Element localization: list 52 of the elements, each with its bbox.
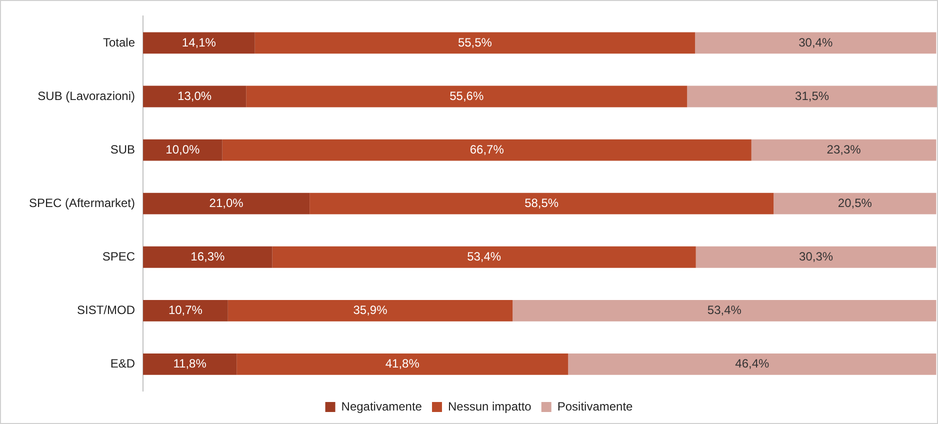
y-tick-label: SUB (Lavorazioni)	[38, 88, 136, 103]
data-label: 41,8%	[385, 356, 420, 371]
bar	[143, 192, 310, 214]
data-label: 35,9%	[353, 303, 388, 317]
data-label: 10,7%	[168, 303, 203, 317]
bar	[246, 86, 688, 108]
data-label: 20,5%	[838, 196, 872, 210]
bar	[512, 300, 936, 322]
bar	[695, 32, 936, 54]
bar	[568, 354, 936, 375]
data-label: 53,4%	[707, 303, 742, 317]
data-label: 66,7%	[470, 142, 504, 156]
data-label: 53,4%	[467, 249, 502, 264]
bar	[751, 139, 936, 161]
data-label: 55,6%	[450, 88, 484, 103]
bar	[236, 354, 568, 375]
data-label: 10,0%	[166, 142, 200, 156]
data-label: 13,0%	[178, 88, 212, 103]
bar	[143, 300, 228, 322]
bar	[310, 192, 774, 214]
y-tick-label: SPEC	[102, 249, 136, 264]
bar	[687, 86, 937, 108]
y-tick-label: SUB	[110, 142, 136, 156]
bar	[222, 139, 752, 161]
bar	[696, 246, 936, 268]
y-tick-label: Totale	[102, 35, 136, 50]
data-label: 21,0%	[209, 196, 244, 210]
bar	[272, 246, 696, 268]
data-label: 14,1%	[182, 35, 216, 50]
data-label: 46,4%	[735, 356, 770, 371]
data-label: 58,5%	[524, 196, 559, 210]
data-label: 55,5%	[458, 35, 492, 50]
legend-label: Positivamente	[557, 399, 634, 414]
data-label: 31,5%	[795, 88, 830, 103]
data-label: 30,3%	[799, 249, 834, 264]
legend-label: Nessun impatto	[448, 399, 532, 414]
data-label: 11,8%	[173, 356, 207, 371]
data-label: 23,3%	[826, 142, 862, 156]
data-label: 16,3%	[190, 249, 226, 264]
y-tick-label: SPEC (Aftermarket)	[28, 196, 136, 210]
bar	[143, 32, 255, 54]
bar	[774, 192, 936, 214]
bar	[143, 139, 222, 161]
y-tick-label: SIST/MOD	[77, 303, 136, 317]
bar	[254, 32, 696, 54]
bar	[143, 354, 237, 375]
y-tick-label: E&D	[110, 356, 136, 371]
bar	[228, 300, 513, 322]
legend-label: Negativamente	[341, 399, 422, 414]
bar	[143, 86, 246, 108]
data-label: 30,4%	[798, 35, 833, 50]
bar	[143, 246, 272, 268]
